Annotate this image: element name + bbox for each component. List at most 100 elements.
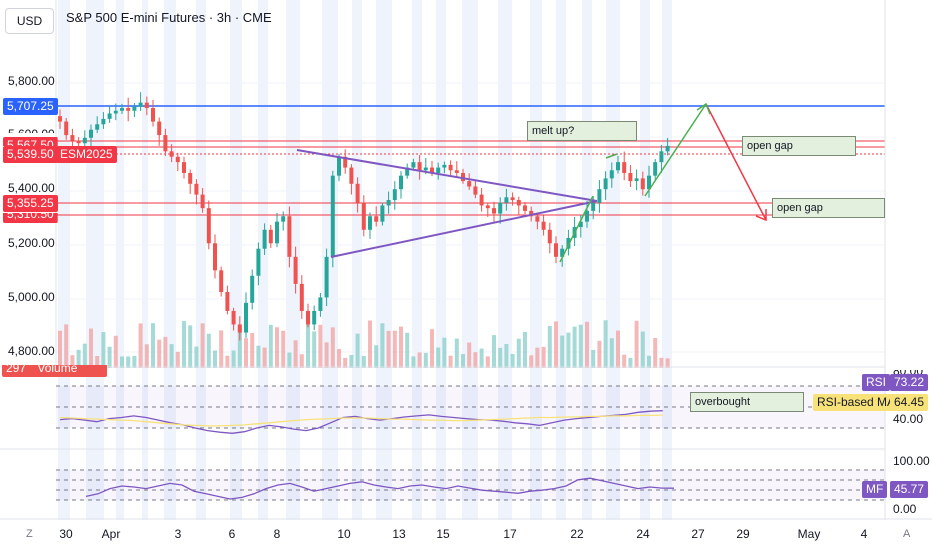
volume-bar (616, 330, 620, 368)
candle-body (647, 175, 651, 190)
candle-body (578, 221, 583, 228)
date-label: 8 (273, 527, 281, 541)
candle-body (504, 197, 509, 203)
volume-bar (157, 339, 162, 368)
price-tick: 4,800.00 (8, 344, 55, 358)
session-stripe (142, 0, 148, 520)
candle-body (554, 243, 558, 257)
melt-up-note[interactable]: melt up? (527, 121, 637, 141)
rally-line (559, 195, 594, 263)
candle-body (256, 248, 261, 276)
volume-bar (479, 348, 484, 368)
volume-bar (634, 320, 639, 368)
gap-price-tag: 5,567.50 (3, 137, 58, 146)
session-stripe (196, 0, 206, 520)
mfi-axis-bottom: 0.00 (893, 502, 917, 516)
session-stripe (58, 0, 70, 520)
candle-body (169, 151, 174, 157)
candle-body (330, 175, 335, 257)
candle-body (225, 291, 230, 311)
volume-bar (175, 351, 180, 368)
date-label: 6 (228, 527, 236, 541)
session-stripe (258, 0, 268, 520)
candle-body (349, 167, 354, 184)
volume-tag: 297 Volume (2, 365, 108, 377)
volume-bar (591, 350, 596, 368)
volume-bar (144, 344, 149, 368)
open-gap-upper-note[interactable]: open gap (742, 136, 856, 156)
candle-body (516, 200, 521, 206)
candle-body (653, 162, 658, 176)
candle-body (479, 194, 484, 206)
rsi-badge: RSI (862, 374, 891, 391)
candle-body (603, 178, 608, 190)
volume-bar (126, 356, 131, 368)
candle-body (318, 297, 323, 311)
session-highlights (58, 0, 672, 520)
candle-body (436, 167, 441, 173)
candle-body (76, 140, 81, 144)
volume-bar (244, 338, 248, 368)
candle-body (182, 162, 186, 173)
volume-bar (392, 330, 397, 368)
date-label: 15 (436, 527, 450, 541)
volume-bar (231, 350, 236, 368)
candle-body (609, 170, 614, 179)
candle-body (634, 178, 639, 182)
candle-body (622, 162, 627, 173)
auto-scale-toggle[interactable]: A (903, 528, 911, 540)
candle-body (405, 167, 410, 176)
volume-bar (361, 355, 366, 368)
volume-bar (411, 356, 416, 368)
volume-bar (318, 324, 323, 368)
support-lower-tag: 5,310.50 (3, 213, 58, 223)
projection-down-line (705, 103, 767, 221)
volume-bar (219, 330, 224, 368)
session-stripe (606, 0, 620, 520)
candle-body (566, 237, 571, 249)
volume-bar (541, 346, 546, 368)
candle-body (485, 205, 490, 209)
volume-bar (200, 323, 205, 368)
volume-bars (58, 320, 670, 368)
volume-bar (287, 352, 292, 368)
volume-bar (82, 343, 87, 368)
volume-bar (467, 342, 472, 368)
candle-body (498, 202, 503, 214)
session-stripe (640, 0, 650, 520)
candle-body (213, 243, 217, 271)
candle-body (467, 181, 472, 187)
open-gap-lower-note[interactable]: open gap (772, 198, 885, 218)
volume-bar (399, 326, 403, 368)
candle-body (250, 275, 255, 303)
volume-bar (281, 330, 286, 368)
candle-body (473, 186, 478, 195)
rsi-value: 73.22 (890, 374, 929, 391)
volume-bar (374, 345, 379, 368)
candle-body (430, 167, 434, 173)
volume-bar (578, 324, 583, 368)
candle-body (591, 202, 596, 211)
session-stripe (412, 0, 422, 520)
volume-bar (355, 333, 360, 368)
timezone-toggle[interactable]: Z (26, 528, 33, 540)
price-tick: 5,000.00 (8, 290, 55, 304)
candle-body (355, 183, 360, 203)
candle-body (200, 194, 205, 209)
candle-body (126, 108, 131, 111)
overbought-note[interactable]: overbought (690, 392, 804, 412)
candle-body (237, 324, 242, 333)
candle-body (312, 310, 317, 325)
candle-body (64, 121, 69, 136)
currency-selector[interactable]: USD (5, 8, 54, 34)
candle-body (219, 270, 224, 292)
session-stripe (230, 0, 242, 520)
volume-bar (58, 330, 62, 368)
volume-bar (659, 357, 664, 368)
volume-bar (454, 338, 459, 368)
projection-up-line (644, 103, 707, 197)
volume-bar (138, 323, 143, 368)
volume-bar (485, 356, 490, 368)
